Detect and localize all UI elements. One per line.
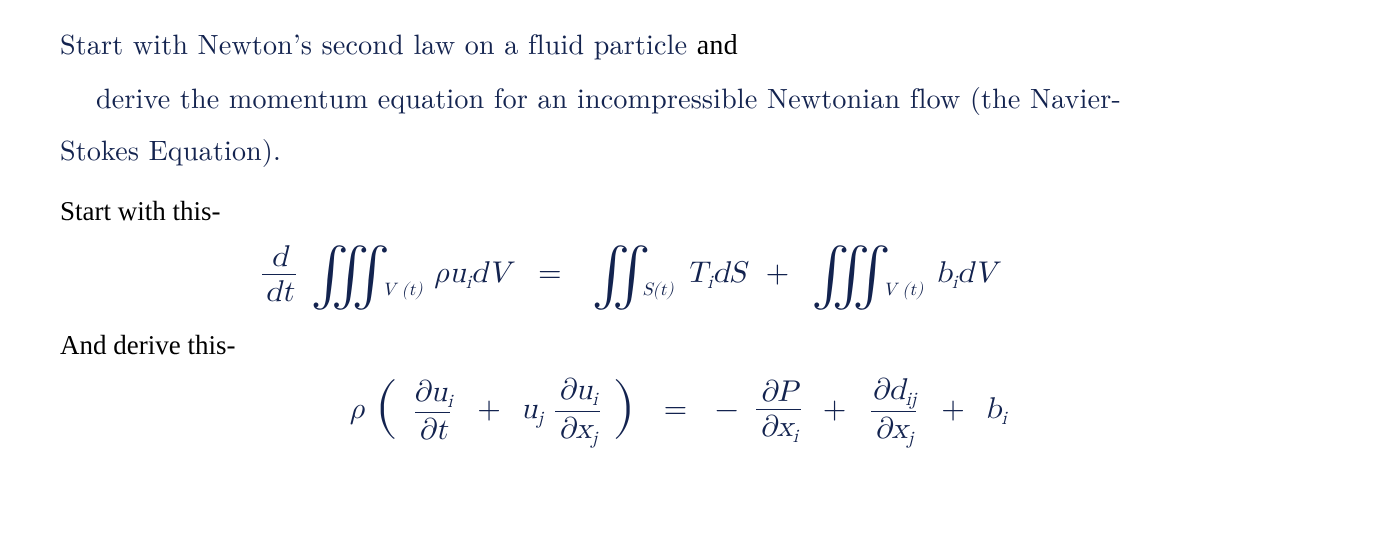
eq2-plus1: + [467,394,510,424]
problem-line-1: Start with Newton’s second law on a flui… [60,18,1345,72]
page-root: Start with Newton’s second law on a flui… [0,0,1385,474]
eq1-vol-limit-1: V (t) [382,279,422,301]
eq1-math: d dt ∫∫∫ V (t) ρuidV = ∫∫ S(t) TidS + ∫∫… [260,242,996,309]
eq1-integrand1: ρuidV [435,258,511,288]
start-with-this-label: Start with this- [60,191,1345,232]
eq2-equals: = [646,394,705,424]
eq1-plus: + [756,258,799,288]
problem-line-2: derive the momentum equation for an inco… [60,72,1345,124]
eq1-equals: = [520,258,579,288]
triple-int-icon-2: ∫∫∫ [811,252,887,298]
eq2-bi: bi [985,394,1007,424]
line1-tail: and [697,30,738,61]
eq2-uj: uj [521,394,543,424]
problem-line-3: Stokes Equation). [60,124,1345,176]
eq1-integrand2: TidS [686,258,746,288]
eq1-vol-limit-2: V (t) [883,279,923,301]
eq2-plus2: + [813,394,856,424]
eq2-lparen: ( [375,376,398,436]
eq2-minus: − [715,394,744,424]
equation-2: ρ ( ∂ui ∂t + uj ∂ui ∂xj ) = − ∂P ∂xi + ∂… [60,375,1345,448]
eq2-math: ρ ( ∂ui ∂t + uj ∂ui ∂xj ) = − ∂P ∂xi + ∂… [350,375,1006,448]
line1-main: Start with Newton’s second law on a flui… [60,23,697,63]
eq1-integrand3: bidV [935,258,996,288]
eq2-plus3: + [931,394,974,424]
eq1-ddt-den: dt [262,274,296,309]
eq2-rho: ρ [350,394,365,424]
eq1-ddt-num: d [268,242,291,275]
eq2-rparen: ) [612,376,635,436]
eq1-surf-limit: S(t) [643,279,674,301]
double-int-icon: ∫∫ [591,252,646,298]
triple-int-icon: ∫∫∫ [310,252,386,298]
equation-1: d dt ∫∫∫ V (t) ρuidV = ∫∫ S(t) TidS + ∫∫… [60,242,1345,309]
and-derive-this-label: And derive this- [60,325,1345,366]
